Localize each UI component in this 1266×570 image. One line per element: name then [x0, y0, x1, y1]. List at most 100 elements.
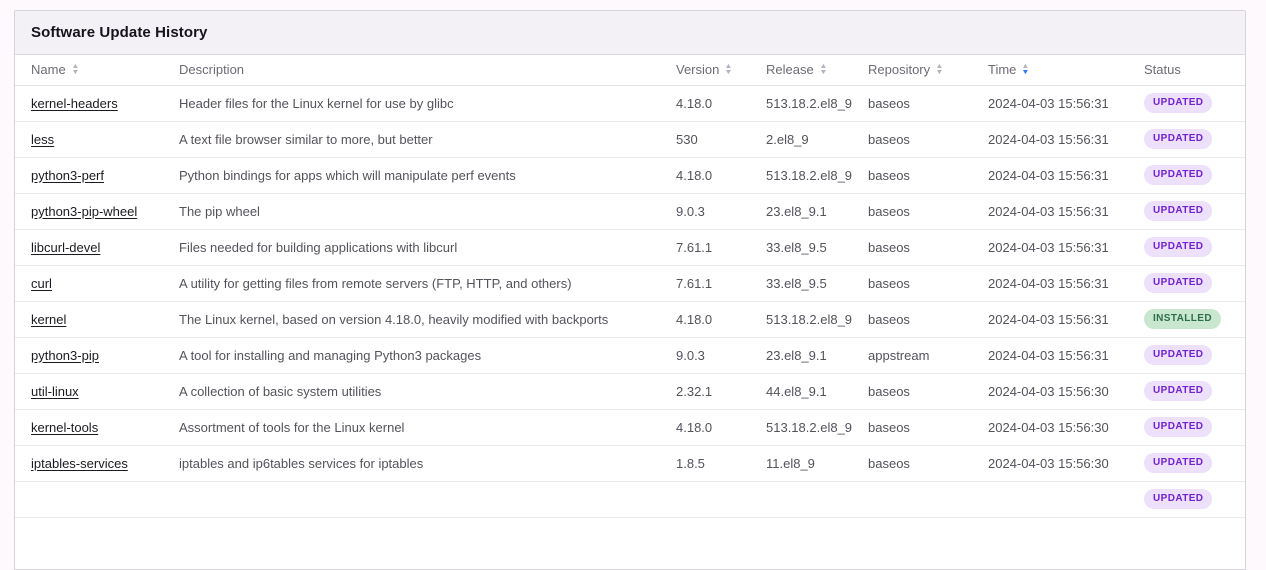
cell-name: less	[15, 121, 179, 158]
package-link[interactable]: iptables-services	[31, 455, 128, 471]
cell-repository: baseos	[868, 157, 988, 194]
table-row: kernel The Linux kernel, based on version…	[15, 301, 1245, 338]
sort-desc-arrow: ▼	[724, 68, 734, 76]
cell-version: 4.18.0	[676, 409, 766, 446]
cell-name: python3-pip-wheel	[15, 193, 179, 230]
sort-asc-arrow: ▲	[724, 63, 734, 71]
package-link[interactable]: python3-pip	[31, 347, 99, 363]
status-badge: UPDATED	[1144, 417, 1213, 437]
cell-status: UPDATED	[1144, 193, 1245, 230]
cell-description: The pip wheel	[179, 193, 676, 230]
cell-name: kernel-headers	[15, 85, 179, 122]
cell-name: util-linux	[15, 373, 179, 410]
cell-status: UPDATED	[1144, 157, 1245, 194]
cell-status: UPDATED	[1144, 373, 1245, 410]
cell-status: UPDATED	[1144, 409, 1245, 446]
cell-time	[988, 481, 1144, 518]
cell-repository: baseos	[868, 85, 988, 122]
cell-time: 2024-04-03 15:56:31	[988, 229, 1144, 266]
update-history-table: Name ▲ ▼ Description Version ▲ ▼ Release ▲ ▼ Repos…	[15, 55, 1245, 518]
cell-version	[676, 481, 766, 518]
package-link[interactable]: curl	[31, 275, 52, 291]
package-link[interactable]: kernel	[31, 311, 67, 327]
sort-asc-arrow: ▲	[819, 63, 828, 71]
table-row: less A text file browser similar to more,…	[15, 121, 1245, 158]
sort-icon-name[interactable]: ▲ ▼	[70, 63, 80, 76]
sort-desc-arrow: ▼	[1021, 68, 1031, 76]
package-link[interactable]: kernel-headers	[31, 95, 118, 111]
table-body: kernel-headers Header files for the Linux…	[15, 85, 1245, 518]
cell-status: UPDATED	[1144, 445, 1245, 482]
package-link[interactable]: libcurl-devel	[31, 239, 101, 255]
cell-version: 9.0.3	[676, 337, 766, 374]
cell-repository: appstream	[868, 337, 988, 374]
table-header-row: Name ▲ ▼ Description Version ▲ ▼ Release ▲ ▼ Repos…	[15, 55, 1245, 86]
cell-status: UPDATED	[1144, 337, 1245, 374]
sort-icon-time[interactable]: ▲ ▼	[1021, 64, 1031, 76]
sort-icon-repository[interactable]: ▲ ▼	[935, 64, 944, 76]
cell-repository: baseos	[868, 265, 988, 302]
cell-name: python3-pip	[15, 337, 179, 374]
cell-time: 2024-04-03 15:56:31	[988, 301, 1144, 338]
cell-description: The Linux kernel, based on version 4.18.…	[179, 301, 676, 338]
cell-repository: baseos	[868, 445, 988, 482]
cell-release: 33.el8_9.5	[766, 265, 868, 302]
cell-name: libcurl-devel	[15, 229, 179, 266]
package-link[interactable]: less	[31, 131, 55, 147]
cell-description: Assortment of tools for the Linux kernel	[179, 409, 676, 446]
status-badge: UPDATED	[1144, 165, 1213, 185]
cell-time: 2024-04-03 15:56:31	[988, 157, 1144, 194]
cell-status: UPDATED	[1144, 481, 1245, 518]
status-badge: UPDATED	[1144, 93, 1213, 113]
cell-description: Header files for the Linux kernel for us…	[179, 85, 676, 122]
column-header-version[interactable]: Version ▲ ▼	[676, 55, 766, 86]
cell-time: 2024-04-03 15:56:31	[988, 193, 1144, 230]
cell-repository: baseos	[868, 301, 988, 338]
cell-version: 9.0.3	[676, 193, 766, 230]
column-header-status: Status	[1144, 55, 1245, 86]
column-label-time: Time	[988, 62, 1017, 78]
sort-desc-arrow: ▼	[819, 68, 828, 76]
software-update-history-card: Software Update History Name ▲ ▼ Descriptio…	[14, 10, 1246, 570]
status-badge: UPDATED	[1144, 489, 1213, 509]
card-title-bar: Software Update History	[15, 11, 1245, 55]
cell-name: kernel-tools	[15, 409, 179, 446]
table-row: iptables-services iptables and ip6tables …	[15, 445, 1245, 482]
column-label-description: Description	[179, 62, 245, 78]
status-badge: UPDATED	[1144, 129, 1213, 149]
column-label-status: Status	[1144, 62, 1181, 78]
column-header-release[interactable]: Release ▲ ▼	[766, 55, 868, 86]
table-row: kernel-headers Header files for the Linux…	[15, 85, 1245, 122]
cell-status: UPDATED	[1144, 229, 1245, 266]
sort-asc-arrow: ▲	[70, 63, 80, 71]
cell-version: 4.18.0	[676, 85, 766, 122]
status-badge: UPDATED	[1144, 381, 1213, 401]
sort-icon-version[interactable]: ▲ ▼	[724, 63, 734, 76]
cell-name: python3-perf	[15, 157, 179, 194]
package-link[interactable]: python3-perf	[31, 167, 104, 183]
cell-name	[15, 481, 179, 518]
table-row: libcurl-devel Files needed for building a…	[15, 229, 1245, 266]
column-header-name[interactable]: Name ▲ ▼	[15, 55, 179, 86]
cell-release: 513.18.2.el8_9	[766, 301, 868, 338]
sort-desc-arrow: ▼	[935, 68, 944, 76]
sort-icon-release[interactable]: ▲ ▼	[819, 63, 828, 76]
cell-release: 513.18.2.el8_9	[766, 409, 868, 446]
package-link[interactable]: util-linux	[31, 383, 79, 399]
cell-repository: baseos	[868, 193, 988, 230]
column-header-repository[interactable]: Repository ▲ ▼	[868, 55, 988, 86]
column-label-release: Release	[766, 62, 814, 78]
cell-version: 4.18.0	[676, 157, 766, 194]
cell-repository: baseos	[868, 373, 988, 410]
table-row: util-linux A collection of basic system u…	[15, 373, 1245, 410]
cell-release: 513.18.2.el8_9	[766, 85, 868, 122]
column-header-time[interactable]: Time ▲ ▼	[988, 55, 1144, 86]
table-row: python3-pip A tool for installing and man…	[15, 337, 1245, 374]
cell-time: 2024-04-03 15:56:31	[988, 337, 1144, 374]
package-link[interactable]: python3-pip-wheel	[31, 203, 138, 219]
package-link[interactable]: kernel-tools	[31, 419, 99, 435]
cell-description	[179, 481, 676, 518]
cell-time: 2024-04-03 15:56:30	[988, 409, 1144, 446]
table-row: curl A utility for getting files from rem…	[15, 265, 1245, 302]
table-header: Name ▲ ▼ Description Version ▲ ▼ Release ▲ ▼ Repos…	[15, 55, 1245, 86]
